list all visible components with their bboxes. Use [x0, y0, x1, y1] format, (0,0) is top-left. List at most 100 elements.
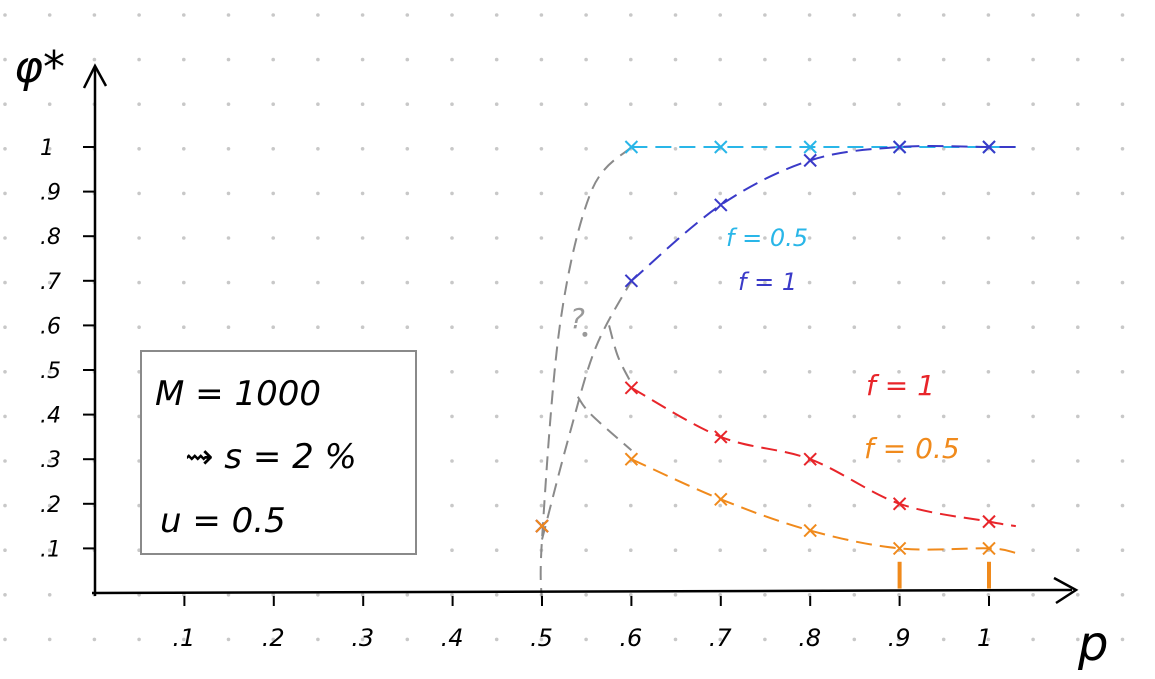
grid-dot — [718, 102, 722, 106]
grid-dot — [673, 191, 678, 196]
grid-dot — [3, 548, 7, 552]
series-markers — [535, 140, 996, 589]
grid-dot — [897, 325, 901, 330]
grid-dot — [584, 102, 588, 106]
grid-dot — [1120, 370, 1125, 374]
grid-dot — [47, 370, 52, 374]
grid-dot — [1120, 325, 1125, 330]
grid-dot — [92, 637, 97, 642]
x-axis-label: p — [1077, 616, 1108, 672]
grid-dot — [450, 548, 454, 552]
grid-dot — [316, 191, 320, 196]
data-point-marker — [624, 452, 639, 466]
grid-dot — [226, 325, 231, 330]
grid-dot — [47, 548, 52, 552]
grid-dot — [271, 325, 276, 330]
params-line-s: ⇝ s = 2 % — [185, 437, 357, 477]
x-ticks: .1 .2 .3 .4 .5 .6 .7 .8 .9 1 — [172, 596, 992, 652]
params-box — [140, 350, 417, 555]
grid-dot — [1120, 57, 1125, 62]
grid-dot — [941, 236, 946, 240]
data-point-marker — [714, 140, 728, 154]
grid-dot — [629, 57, 633, 62]
grid-dot — [807, 191, 812, 196]
grid-dot — [1120, 280, 1125, 285]
x-axis-line — [91, 588, 1073, 595]
x-tick-label: .1 — [172, 624, 195, 652]
grid-dot — [1120, 147, 1125, 151]
grid-dot — [718, 414, 722, 419]
grid-dot — [807, 325, 812, 330]
data-point-marker — [892, 497, 907, 511]
series-lines — [630, 145, 1017, 554]
grid-dot — [316, 637, 320, 642]
gray-dashed-curves — [539, 146, 633, 602]
grid-dot — [763, 57, 767, 62]
grid-dot — [1076, 593, 1080, 597]
grid-dot — [1076, 236, 1080, 240]
grid-dot — [405, 325, 410, 330]
grid-dot — [718, 13, 722, 17]
grid-dot — [807, 102, 812, 106]
grid-dot — [226, 147, 231, 151]
grid-dot — [852, 102, 857, 106]
grid-dot — [494, 637, 499, 642]
grid-dot — [852, 191, 857, 196]
grid-dot — [1076, 191, 1080, 196]
grid-dot — [3, 280, 7, 285]
axes — [82, 63, 1079, 605]
data-point-marker — [624, 381, 639, 395]
grid-dot — [852, 280, 857, 285]
grid-dot — [360, 325, 365, 330]
x-tick-label: .7 — [709, 624, 733, 652]
grid-dot — [763, 503, 767, 508]
y-tick-label: .3 — [40, 448, 61, 473]
grid-dot — [852, 637, 857, 642]
grid-dot — [852, 548, 857, 552]
data-point-marker — [714, 492, 728, 507]
grid-dot — [360, 102, 365, 106]
grid-dot — [360, 13, 365, 17]
grid-dot — [92, 13, 97, 17]
grid-dot — [584, 325, 588, 330]
data-point-marker — [982, 514, 996, 529]
grid-dot — [271, 57, 276, 62]
grid-dot — [3, 57, 7, 62]
grid-dot — [47, 503, 52, 508]
grid-dot — [673, 102, 678, 106]
grid-dot — [539, 280, 544, 285]
grid-dot — [539, 503, 544, 508]
grid-dot — [763, 593, 767, 597]
y-tick-label: .2 — [40, 493, 61, 518]
grid-dot — [763, 414, 767, 419]
grid-dot — [271, 102, 276, 106]
gray-guide-curve — [539, 146, 633, 602]
grid-dot — [673, 147, 678, 151]
grid-dot — [897, 459, 901, 463]
grid-dot — [807, 414, 812, 419]
grid-dot — [494, 459, 499, 463]
grid-dot — [1120, 503, 1125, 508]
grid-dot — [1076, 548, 1080, 552]
grid-dot — [941, 593, 946, 597]
params-line-m: M = 1000 — [155, 374, 321, 414]
grid-dot — [986, 102, 991, 106]
grid-dot — [360, 57, 365, 62]
grid-dot — [405, 13, 410, 17]
x-tick-label: .2 — [262, 624, 285, 652]
grid-dot — [629, 414, 633, 419]
grid-dot — [450, 57, 454, 62]
grid-dot — [584, 370, 588, 374]
grid-dot — [852, 593, 857, 597]
grid-dot — [1076, 57, 1080, 62]
y-tick-label: .5 — [40, 359, 61, 384]
grid-dot — [1031, 370, 1035, 374]
grid-dot — [807, 370, 812, 374]
grid-dot — [494, 280, 499, 285]
grid-dot — [405, 280, 410, 285]
grid-dot — [47, 191, 52, 196]
grid-dot — [1031, 280, 1035, 285]
params-line-u: u = 0.5 — [160, 501, 286, 541]
grid-dot — [137, 102, 141, 106]
